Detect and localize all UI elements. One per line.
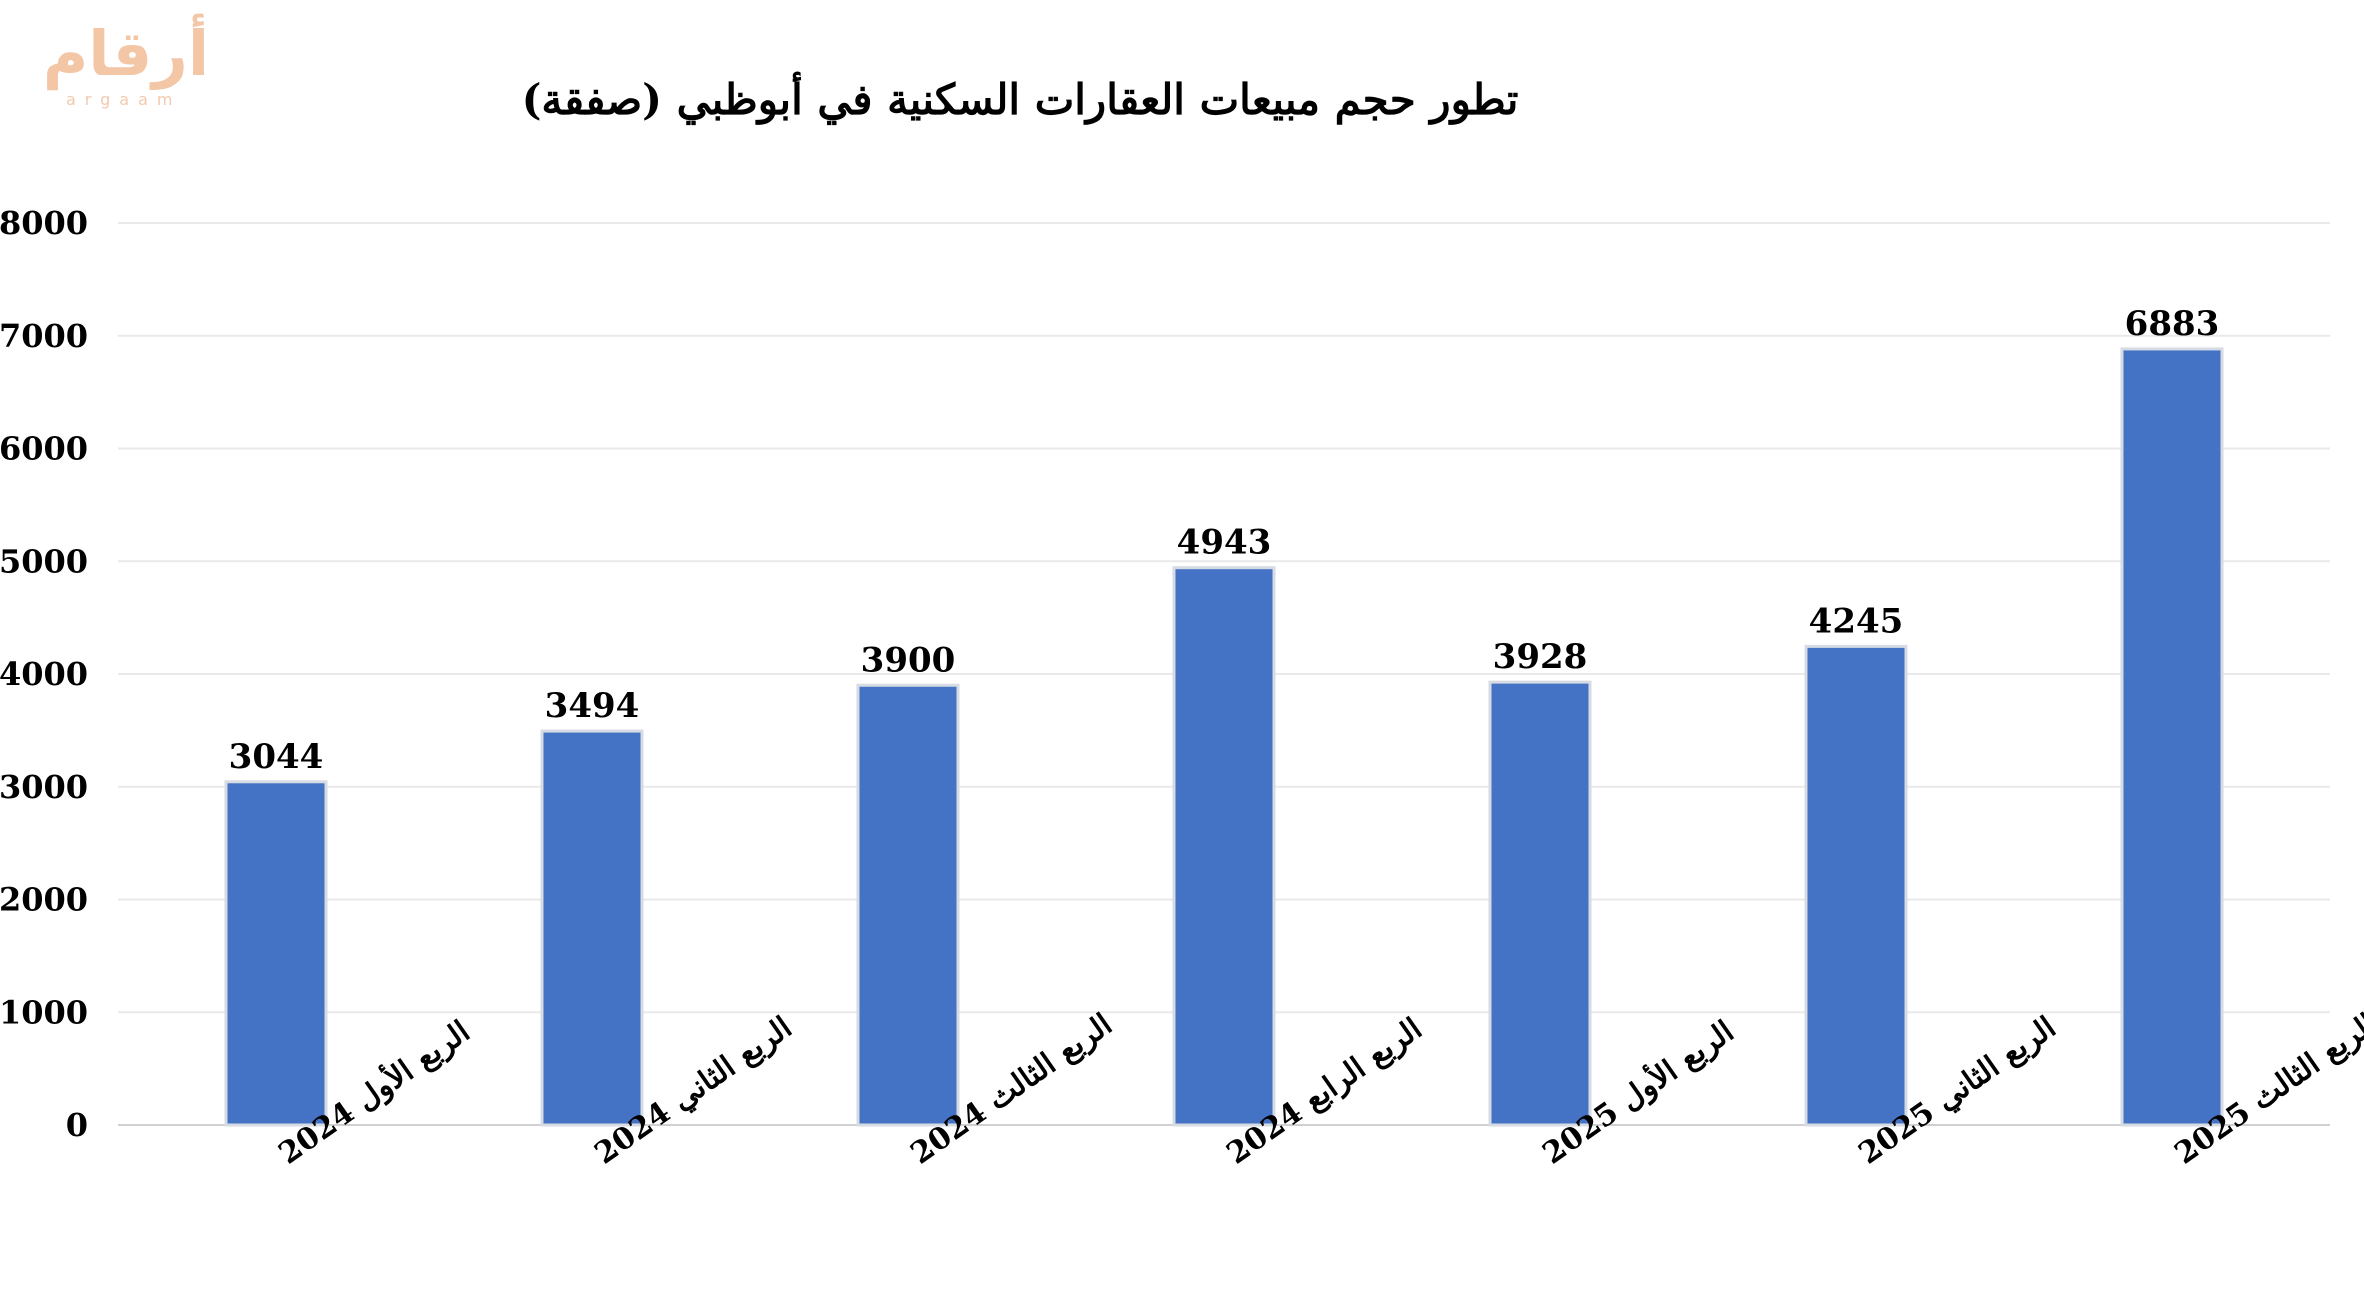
y-tick-label: 7000 (0, 317, 88, 355)
bar (1488, 680, 1592, 1127)
data-label: 4943 (1177, 523, 1272, 563)
bar (540, 729, 644, 1127)
data-label: 3044 (229, 737, 324, 777)
y-tick-label: 3000 (0, 768, 88, 806)
y-tick-label: 2000 (0, 881, 88, 919)
argaam-logo: أرقام argaam (14, 16, 238, 112)
data-label: 3900 (861, 640, 956, 680)
y-tick-label: 0 (66, 1106, 88, 1144)
bar (224, 780, 328, 1127)
bar (1172, 566, 1276, 1127)
data-labels: 3044 3494 3900 4943 3928 4245 6883 (229, 304, 2220, 777)
data-label: 3494 (545, 686, 640, 726)
bar (856, 683, 960, 1127)
bar (1804, 644, 1908, 1127)
logo-latin-text: argaam (66, 90, 182, 109)
data-label: 4245 (1809, 601, 1904, 641)
y-tick-label: 6000 (0, 430, 88, 468)
logo-arabic-text: أرقام (42, 17, 210, 90)
bar (2120, 347, 2224, 1127)
bars (224, 347, 2224, 1127)
y-tick-label: 5000 (0, 542, 88, 580)
y-tick-label: 1000 (0, 993, 88, 1031)
y-tick-label: 8000 (0, 204, 88, 242)
chart-title: تطور حجم مبيعات العقارات السكنية في أبوظ… (521, 75, 1519, 124)
data-label: 6883 (2125, 304, 2220, 344)
data-label: 3928 (1493, 637, 1588, 677)
y-axis-ticks: 0 1000 2000 3000 4000 5000 6000 7000 8000 (0, 204, 88, 1144)
y-tick-label: 4000 (0, 655, 88, 693)
